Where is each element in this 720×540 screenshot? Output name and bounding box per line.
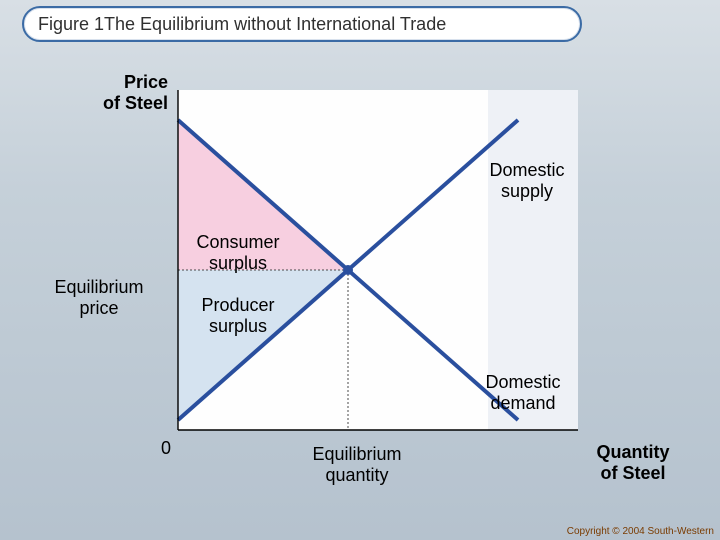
consumer-surplus-text: Consumersurplus bbox=[196, 232, 279, 273]
eq-qty-text: Equilibriumquantity bbox=[312, 444, 401, 485]
producer-surplus-text: Producersurplus bbox=[201, 295, 274, 336]
figure-title-bar: Figure 1The Equilibrium without Internat… bbox=[22, 6, 582, 42]
eq-price-label: Equilibriumprice bbox=[39, 277, 159, 318]
copyright-notice: Copyright © 2004 South-Western bbox=[567, 526, 714, 537]
eq-price-text: Equilibriumprice bbox=[54, 277, 143, 318]
domestic-supply-text: Domesticsupply bbox=[489, 160, 564, 201]
origin-label: 0 bbox=[156, 438, 176, 459]
eq-qty-label: Equilibriumquantity bbox=[292, 444, 422, 485]
consumer-surplus-label: Consumersurplus bbox=[183, 232, 293, 273]
y-axis-label: Priceof Steel bbox=[76, 72, 168, 113]
domestic-demand-text: Domesticdemand bbox=[485, 372, 560, 413]
producer-surplus-label: Producersurplus bbox=[183, 295, 293, 336]
figure-title: Figure 1The Equilibrium without Internat… bbox=[38, 14, 446, 35]
equilibrium-point bbox=[343, 265, 353, 275]
domestic-demand-label: Domesticdemand bbox=[468, 372, 578, 413]
chart-container: Priceof Steel Domesticsupply Consumersur… bbox=[38, 60, 688, 510]
x-axis-label: Quantityof Steel bbox=[578, 442, 688, 483]
x-axis-label-text: Quantityof Steel bbox=[596, 442, 669, 483]
domestic-supply-label: Domesticsupply bbox=[472, 160, 582, 201]
y-axis-label-text: Priceof Steel bbox=[103, 72, 168, 113]
origin-text: 0 bbox=[161, 438, 171, 458]
